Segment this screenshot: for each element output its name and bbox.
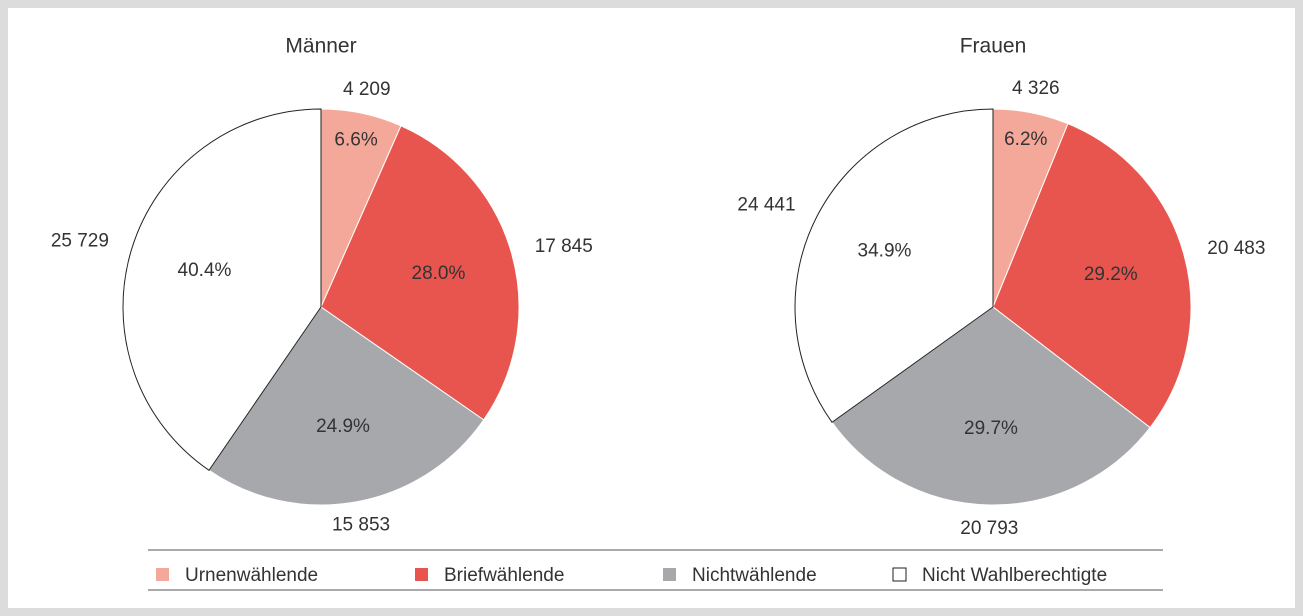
value-label: 15 853 <box>332 514 390 535</box>
share-label: 34.9% <box>858 240 912 261</box>
pie-slice <box>122 108 322 471</box>
share-label: 6.2% <box>1004 129 1047 150</box>
legend-swatch <box>156 568 169 581</box>
legend-label: Nichtwählende <box>692 565 817 586</box>
value-label: 25 729 <box>51 230 109 251</box>
pie-slice <box>208 306 485 506</box>
share-label: 29.7% <box>964 418 1018 439</box>
chart-title: Männer <box>285 35 356 58</box>
value-label: 4 209 <box>343 79 391 100</box>
share-label: 28.0% <box>412 263 466 284</box>
pie-slice <box>320 125 520 421</box>
share-label: 40.4% <box>178 260 232 281</box>
pie-slice <box>794 108 994 424</box>
legend-label: Briefwählende <box>444 565 564 586</box>
value-label: 17 845 <box>535 236 593 257</box>
value-label: 20 483 <box>1207 238 1265 259</box>
legend-swatch <box>892 567 907 582</box>
share-label: 6.6% <box>334 130 377 151</box>
share-label: 29.2% <box>1084 264 1138 285</box>
share-label: 24.9% <box>316 416 370 437</box>
value-label: 4 326 <box>1012 78 1060 99</box>
legend-label: Urnenwählende <box>185 565 318 586</box>
chart-title: Frauen <box>960 35 1027 58</box>
value-label: 24 441 <box>737 195 795 216</box>
pie-slice <box>992 123 1192 429</box>
legend-swatch <box>663 568 676 581</box>
pie-slice <box>831 306 1151 506</box>
value-label: 20 793 <box>960 518 1018 539</box>
legend-label: Nicht Wahlberechtigte <box>922 565 1107 586</box>
legend-swatch <box>415 568 428 581</box>
